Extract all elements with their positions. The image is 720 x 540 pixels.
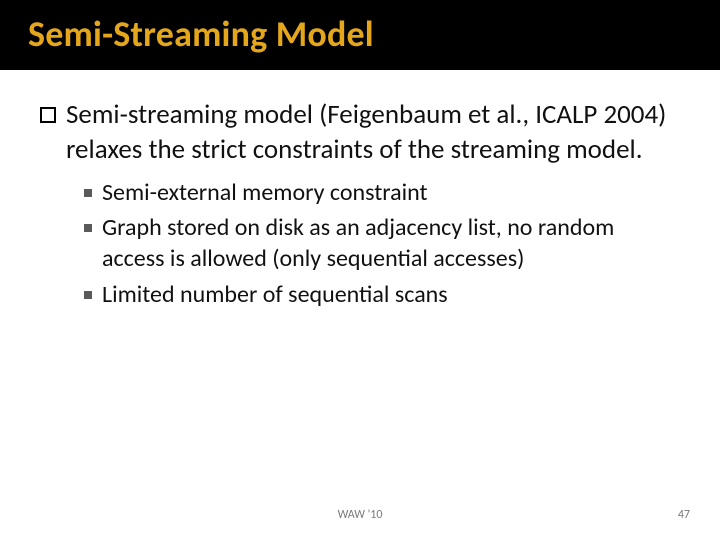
sub-bullet-list: Semi-external memory constraint Graph st… xyxy=(84,177,680,310)
filled-square-icon xyxy=(84,189,92,197)
footer-page-number: 47 xyxy=(678,508,690,522)
slide-title: Semi-Streaming Model xyxy=(28,12,692,56)
title-band: Semi-Streaming Model xyxy=(0,0,720,70)
list-item: Limited number of sequential scans xyxy=(84,279,680,310)
slide-content: Semi-streaming model (Feigenbaum et al.,… xyxy=(0,70,720,310)
hollow-square-icon xyxy=(40,107,56,123)
main-bullet-text: Semi-streaming model (Feigenbaum et al.,… xyxy=(66,98,680,167)
filled-square-icon xyxy=(84,291,92,299)
sub-bullet-text: Limited number of sequential scans xyxy=(102,279,448,310)
sub-bullet-text: Semi-external memory constraint xyxy=(102,177,428,208)
list-item: Semi-external memory constraint xyxy=(84,177,680,208)
footer-center-text: WAW '10 xyxy=(338,508,383,522)
main-bullet: Semi-streaming model (Feigenbaum et al.,… xyxy=(40,98,680,167)
list-item: Graph stored on disk as an adjacency lis… xyxy=(84,212,680,274)
slide-footer: WAW '10 47 xyxy=(0,508,720,530)
sub-bullet-text: Graph stored on disk as an adjacency lis… xyxy=(102,212,680,274)
filled-square-icon xyxy=(84,224,92,232)
